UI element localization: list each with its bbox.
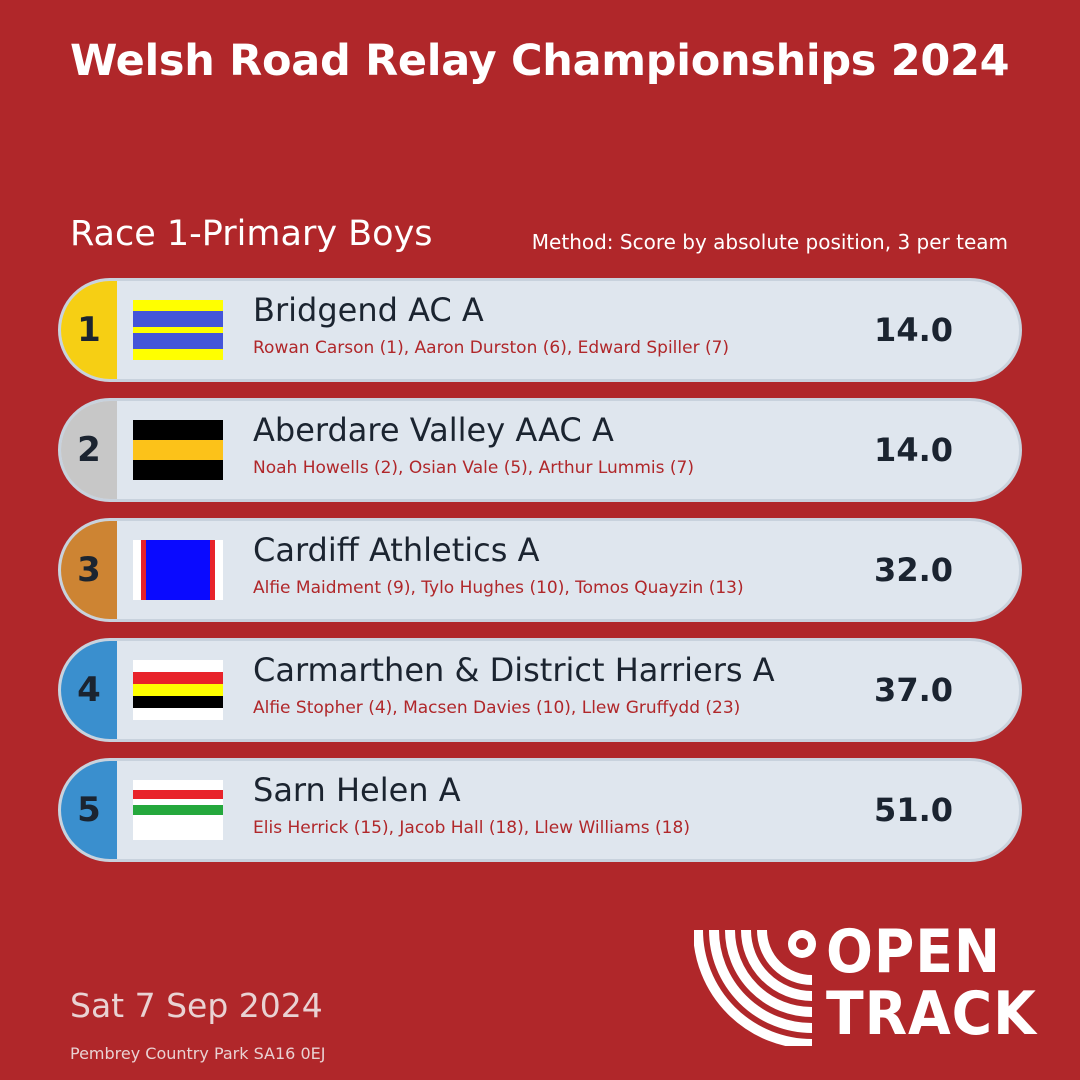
results-list: 1 Bridgend AC A Rowan Carson (1), Aaron … <box>58 278 1022 878</box>
result-row: 1 Bridgend AC A Rowan Carson (1), Aaron … <box>58 278 1022 382</box>
team-name: Carmarthen & District Harriers A <box>253 651 775 689</box>
carmarthen-flag-icon <box>133 660 223 720</box>
team-score: 51.0 <box>874 791 953 829</box>
team-name: Aberdare Valley AAC A <box>253 411 614 449</box>
opentrack-logo: OPEN TRACK <box>694 922 1046 1046</box>
result-row: 3 Cardiff Athletics A Alfie Maidment (9)… <box>58 518 1022 622</box>
page-title: Welsh Road Relay Championships 2024 <box>70 36 1010 86</box>
team-name: Cardiff Athletics A <box>253 531 540 569</box>
team-score: 37.0 <box>874 671 953 709</box>
opentrack-logo-icon <box>694 929 816 1046</box>
team-runners: Alfie Stopher (4), Macsen Davies (10), L… <box>253 698 741 718</box>
team-score: 32.0 <box>874 551 953 589</box>
race-name: Race 1-Primary Boys <box>70 214 433 254</box>
result-row: 4 Carmarthen & District Harriers A Alfie… <box>58 638 1022 742</box>
logo-word-track: TRACK <box>826 979 1037 1049</box>
position-badge: 1 <box>61 281 117 379</box>
club-flag <box>133 420 223 480</box>
position-badge: 2 <box>61 401 117 499</box>
club-flag <box>133 660 223 720</box>
team-runners: Noah Howells (2), Osian Vale (5), Arthur… <box>253 458 694 478</box>
event-date: Sat 7 Sep 2024 <box>70 986 323 1025</box>
position-badge: 5 <box>61 761 117 859</box>
team-name: Sarn Helen A <box>253 771 461 809</box>
aberdare-flag-icon <box>133 420 223 480</box>
sarn-helen-flag-icon <box>133 780 223 840</box>
club-flag <box>133 300 223 360</box>
team-score: 14.0 <box>874 431 953 469</box>
team-runners: Rowan Carson (1), Aaron Durston (6), Edw… <box>253 338 730 358</box>
logo-word-open: OPEN <box>826 917 1001 987</box>
result-row: 2 Aberdare Valley AAC A Noah Howells (2)… <box>58 398 1022 502</box>
result-row: 5 Sarn Helen A Elis Herrick (15), Jacob … <box>58 758 1022 862</box>
team-name: Bridgend AC A <box>253 291 484 329</box>
bridgend-flag-icon <box>133 300 223 360</box>
team-score: 14.0 <box>874 311 953 349</box>
club-flag <box>133 540 223 600</box>
team-runners: Alfie Maidment (9), Tylo Hughes (10), To… <box>253 578 744 598</box>
team-runners: Elis Herrick (15), Jacob Hall (18), Llew… <box>253 818 690 838</box>
position-badge: 3 <box>61 521 117 619</box>
scoring-method: Method: Score by absolute position, 3 pe… <box>531 230 1008 254</box>
event-venue: Pembrey Country Park SA16 0EJ <box>70 1044 326 1063</box>
cardiff-flag-icon <box>133 540 223 600</box>
position-badge: 4 <box>61 641 117 739</box>
club-flag <box>133 780 223 840</box>
